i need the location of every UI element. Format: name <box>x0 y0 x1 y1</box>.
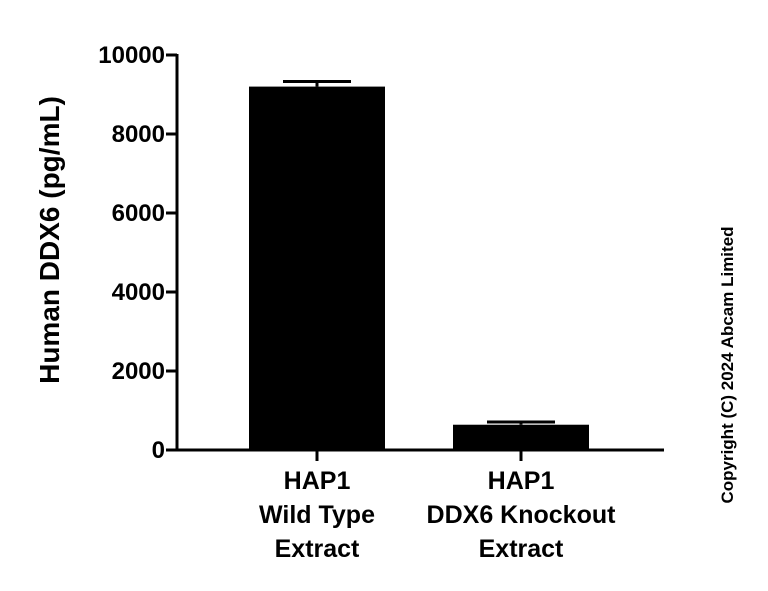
x-category-label-line: Extract <box>479 535 564 563</box>
x-category-label-line: HAP1 <box>488 467 555 495</box>
y-tick-label: 0 <box>152 437 165 464</box>
x-category-label-line: DDX6 Knockout <box>427 501 617 529</box>
y-tick-label: 10000 <box>98 42 165 69</box>
y-axis-title: Human DDX6 (pg/mL) <box>34 96 65 384</box>
y-tick-label: 2000 <box>112 358 165 385</box>
x-axis-category-labels: HAP1 Wild Type Extract HAP1 DDX6 Knockout Ext… <box>259 450 616 563</box>
copyright-notice: Copyright (C) 2024 Abcam Limited <box>718 226 737 503</box>
y-tick-label: 6000 <box>112 200 165 227</box>
x-category-label-line: Extract <box>275 535 360 563</box>
x-category-label-line: Wild Type <box>259 501 375 529</box>
bar <box>453 424 589 450</box>
bars <box>249 79 589 450</box>
y-axis-ticks: 0 2000 4000 6000 8000 10000 <box>98 42 177 464</box>
y-tick-label: 4000 <box>112 279 165 306</box>
bar <box>249 86 385 450</box>
x-category-label-line: HAP1 <box>284 467 351 495</box>
y-tick-label: 8000 <box>112 121 165 148</box>
